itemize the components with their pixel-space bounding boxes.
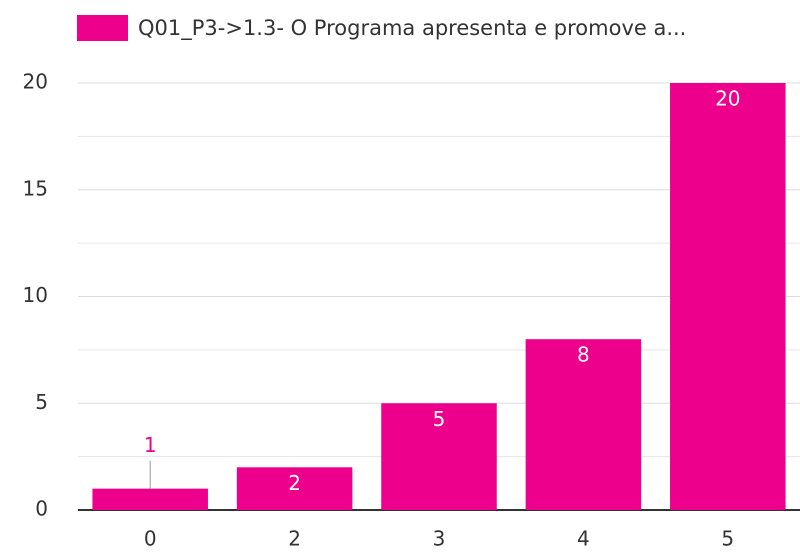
x-tick-label: 2 [288,527,301,551]
x-tick-label: 5 [721,527,734,551]
value-label: 1 [144,433,157,457]
y-tick-label: 0 [35,497,48,521]
bar [92,488,208,510]
bar [236,467,353,510]
bar [670,83,786,510]
y-tick-label: 10 [23,283,48,307]
y-tick-label: 5 [35,390,48,414]
y-tick-label: 20 [23,70,48,94]
x-tick-label: 0 [144,527,157,551]
y-tick-label: 15 [23,176,48,200]
bar [525,339,642,510]
value-label: 8 [577,343,590,367]
legend-label: Q01_P3->1.3- O Programa apresenta e prom… [138,16,686,41]
x-tick-label: 3 [433,527,446,551]
value-label: 5 [433,407,446,431]
value-label: 2 [288,471,301,495]
value-label: 20 [715,87,740,111]
legend-swatch [77,15,128,41]
x-tick-label: 4 [577,527,590,551]
bar [381,403,497,510]
